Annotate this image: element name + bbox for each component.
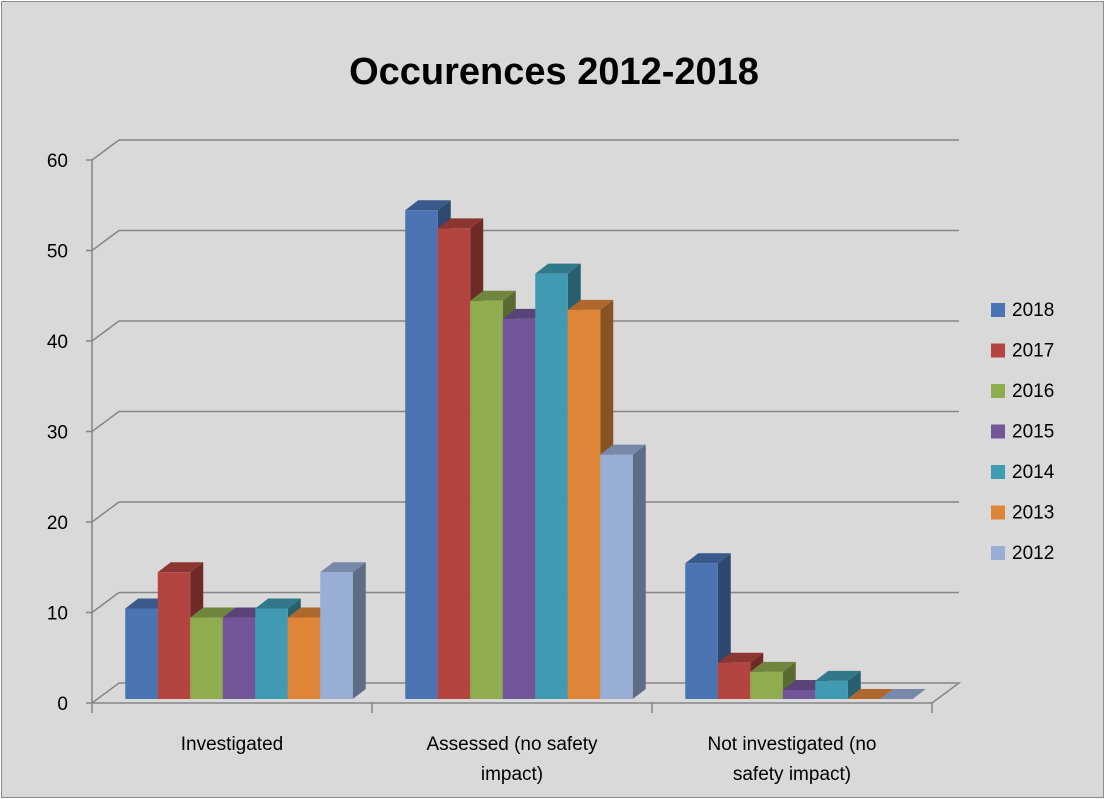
legend-swatch-2018	[991, 303, 1005, 317]
bar-front	[287, 617, 321, 699]
x-axis: Investigated Assessed (no safety impact) No…	[91, 703, 933, 785]
bar-top	[750, 661, 796, 672]
bar-top	[685, 553, 731, 564]
y-tick-label: 30	[47, 423, 68, 444]
legend-label-2018: 2018	[1012, 300, 1054, 321]
y-tick-label: 0	[57, 694, 68, 715]
x-category-label: Assessed (no safety	[426, 734, 598, 755]
bar-front	[685, 563, 718, 699]
y-tick-label: 20	[47, 513, 68, 534]
bar-2012-2	[880, 689, 926, 699]
legend-swatch-2016	[991, 384, 1005, 398]
bar-top	[255, 598, 301, 609]
gridline-depth	[91, 320, 120, 342]
bar-front	[405, 210, 438, 700]
bar-top	[437, 218, 484, 229]
chart-title: Occurences 2012-2018	[349, 51, 759, 93]
bar-top	[535, 263, 581, 274]
bar-front	[320, 572, 353, 699]
legend-label-2017: 2017	[1012, 341, 1054, 362]
bar-front	[567, 309, 601, 699]
legend-label-2016: 2016	[1012, 381, 1054, 402]
y-tick-label: 60	[47, 151, 68, 172]
legend-label-2013: 2013	[1012, 503, 1054, 524]
bar-top	[717, 652, 764, 663]
bar-front	[157, 572, 191, 699]
bar-top	[567, 299, 614, 310]
x-category-label: Investigated	[181, 734, 283, 755]
legend-label-2012: 2012	[1012, 543, 1054, 564]
y-tick-label: 10	[47, 604, 68, 625]
bar-top	[847, 689, 894, 699]
bar-top	[470, 290, 516, 301]
legend-label-2014: 2014	[1012, 462, 1055, 483]
bar-front	[125, 608, 158, 699]
bar-front	[600, 454, 633, 699]
bar-top	[880, 689, 926, 699]
gridline-depth	[91, 410, 120, 433]
bar-front	[535, 273, 568, 699]
bar-side	[632, 444, 646, 699]
bar-2012-0	[320, 562, 366, 699]
legend-swatch-2014	[991, 465, 1005, 479]
x-category-label: safety impact)	[733, 764, 851, 785]
bar-top	[600, 444, 646, 455]
bar-front	[717, 662, 751, 699]
gridline-depth	[91, 501, 120, 523]
bar-side	[352, 562, 366, 699]
gridline-depth	[91, 591, 120, 614]
y-tick-label: 40	[47, 332, 68, 353]
bar-front	[470, 300, 503, 699]
x-category-label: Not investigated (no	[708, 734, 877, 755]
legend-swatch-2013	[991, 505, 1005, 520]
bar-front	[502, 318, 536, 699]
bar-2014-2	[815, 670, 861, 699]
bar-side	[847, 670, 861, 699]
bar-front	[190, 617, 223, 699]
bar-front	[255, 608, 288, 699]
bar-front	[782, 689, 816, 699]
bar-2012-1	[600, 444, 646, 699]
bar-top	[320, 562, 366, 573]
gridline-depth	[91, 139, 120, 161]
legend-swatch-2017	[991, 343, 1005, 358]
bar-top	[405, 200, 451, 211]
gridline-depth	[91, 229, 120, 252]
bar-top	[190, 607, 236, 618]
y-tick-label: 50	[47, 242, 68, 263]
legend-label-2015: 2015	[1012, 422, 1054, 443]
legend-swatch-2012	[991, 546, 1005, 560]
bar-front	[437, 228, 471, 699]
y-axis: 0 10 20 30 40 50 60	[47, 151, 92, 715]
bar-front	[815, 680, 848, 699]
legend: 2018 2017 2016 2015 2014 2013 2012	[991, 300, 1055, 564]
bars	[125, 200, 926, 700]
bar-top	[157, 562, 204, 573]
legend-swatch-2015	[991, 424, 1005, 439]
bar-front	[750, 671, 783, 699]
x-category-label: impact)	[481, 764, 543, 785]
bar-front	[222, 617, 256, 699]
bar-top	[815, 670, 861, 681]
bar-2013-2	[847, 689, 894, 699]
